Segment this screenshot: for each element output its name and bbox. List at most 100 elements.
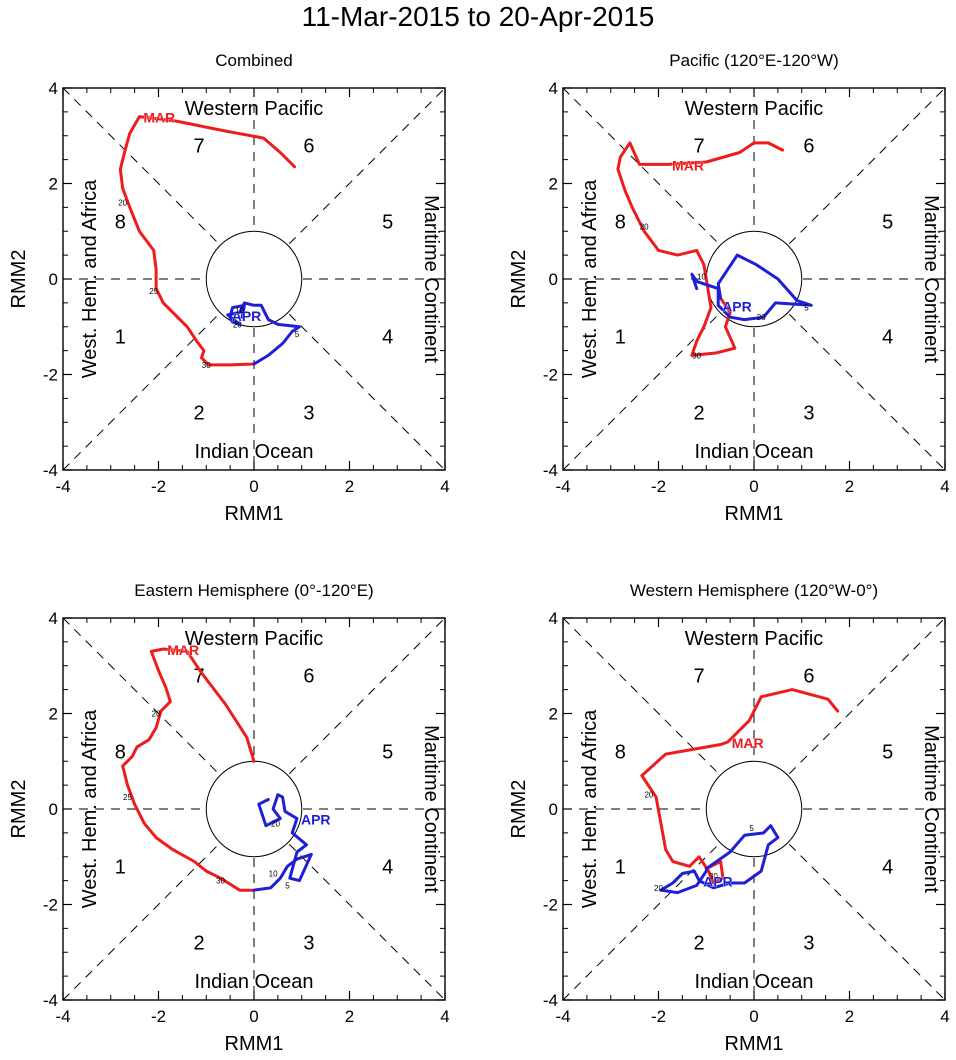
y-tick-label: -2 xyxy=(543,896,558,915)
x-tick-label: 2 xyxy=(845,1007,854,1026)
phase-number-7: 7 xyxy=(194,665,205,687)
phase-number-5: 5 xyxy=(382,212,393,234)
phase-number-8: 8 xyxy=(115,212,126,234)
day-label: 20 xyxy=(654,884,663,893)
trajectory-mar xyxy=(118,115,297,367)
region-label-west-hem-africa: West. Hem. and Africa xyxy=(579,179,601,378)
y-tick-label: -4 xyxy=(43,461,58,480)
month-label-apr: APR xyxy=(301,812,331,828)
trajectory-apr xyxy=(659,824,780,895)
phase-number-6: 6 xyxy=(303,135,314,157)
phase-number-7: 7 xyxy=(194,135,205,157)
phase-number-8: 8 xyxy=(615,742,626,764)
unit-circle xyxy=(205,760,303,858)
region-label-maritime-continent: Maritime Continent xyxy=(420,725,442,893)
y-tick-label: -2 xyxy=(43,366,58,385)
phase-number-4: 4 xyxy=(882,856,893,878)
region-label-maritime-continent: Maritime Continent xyxy=(920,725,942,893)
y-tick-label: -2 xyxy=(43,896,58,915)
phase-number-6: 6 xyxy=(803,665,814,687)
x-tick-label: 2 xyxy=(845,477,854,496)
x-axis-label: RMM1 xyxy=(225,1033,284,1055)
trajectory-mar xyxy=(121,647,256,892)
region-label-maritime-continent: Maritime Continent xyxy=(420,195,442,363)
y-axis-label: RMM2 xyxy=(8,780,30,839)
x-tick-label: 4 xyxy=(940,477,949,496)
panel-title: Pacific (120°E-120°W) xyxy=(669,51,839,70)
phase-number-2: 2 xyxy=(694,403,705,425)
day-label: 20 xyxy=(152,710,161,719)
trajectory-mar xyxy=(640,688,840,885)
figure-title: 11-Mar-2015 to 20-Apr-2015 xyxy=(301,1,655,32)
panel-2: Pacific (120°E-120°W) -4-4 -2 -2 0 0 2 2 4 4 RMM1 R… xyxy=(508,51,950,525)
day-label: 10 xyxy=(235,306,244,315)
region-label-indian-ocean: Indian Ocean xyxy=(195,971,314,993)
day-label: 20 xyxy=(640,222,649,231)
panel-1: Combined -4-4 -2 -2 0 0 2 2 4 4 RMM1 RMM2 Western Pa… xyxy=(8,51,450,525)
y-tick-label: -2 xyxy=(543,366,558,385)
region-label-maritime-continent: Maritime Continent xyxy=(920,195,942,363)
phase-number-6: 6 xyxy=(803,135,814,157)
panel-title: Eastern Hemisphere (0°-120°E) xyxy=(134,581,373,600)
month-label-mar: MAR xyxy=(672,157,704,173)
x-axis-label: RMM1 xyxy=(725,1033,784,1055)
diagonal-line xyxy=(62,87,446,471)
phase-number-6: 6 xyxy=(303,665,314,687)
phase-number-2: 2 xyxy=(194,403,205,425)
region-label-indian-ocean: Indian Ocean xyxy=(695,441,814,463)
x-tick-label: -2 xyxy=(151,1007,166,1026)
x-tick-label: -4 xyxy=(555,1007,570,1026)
y-tick-label: 4 xyxy=(49,79,58,98)
phase-number-4: 4 xyxy=(382,856,393,878)
phase-number-5: 5 xyxy=(882,212,893,234)
x-axis-label: RMM1 xyxy=(725,503,784,525)
phase-number-5: 5 xyxy=(382,742,393,764)
y-axis-label: RMM2 xyxy=(508,250,530,309)
month-label-mar: MAR xyxy=(143,110,175,126)
y-axis-label: RMM2 xyxy=(508,780,530,839)
day-label: 30 xyxy=(692,351,701,360)
x-tick-label: 2 xyxy=(345,1007,354,1026)
region-label-western-pacific: Western Pacific xyxy=(185,98,324,120)
day-label: 10 xyxy=(269,869,278,878)
diagonal-line xyxy=(62,617,446,1001)
y-tick-label: 4 xyxy=(549,79,558,98)
x-tick-label: 4 xyxy=(440,477,449,496)
phase-number-1: 1 xyxy=(615,856,626,878)
day-label: 20 xyxy=(233,320,242,329)
phase-number-3: 3 xyxy=(803,933,814,955)
x-tick-label: 2 xyxy=(345,477,354,496)
month-label-mar: MAR xyxy=(167,642,199,658)
region-label-western-pacific: Western Pacific xyxy=(685,628,824,650)
x-tick-label: 0 xyxy=(749,1007,758,1026)
y-tick-label: -4 xyxy=(43,991,58,1010)
day-label: 5 xyxy=(804,304,809,313)
day-label: 30 xyxy=(709,872,718,881)
y-axis-label: RMM2 xyxy=(8,250,30,309)
x-tick-label: 0 xyxy=(749,477,758,496)
x-tick-label: 4 xyxy=(940,1007,949,1026)
panel-3: Eastern Hemisphere (0°-120°E) -4-4 -2 -2 0 0 2… xyxy=(8,581,450,1055)
day-label: 20 xyxy=(118,199,127,208)
month-label-apr: APR xyxy=(232,308,262,324)
day-label: 25 xyxy=(149,287,158,296)
trajectory-apr xyxy=(226,301,301,366)
day-label: 30 xyxy=(216,877,225,886)
unit-circle xyxy=(705,760,803,858)
y-tick-label: 2 xyxy=(49,175,58,194)
diagonal-line xyxy=(62,617,446,1001)
month-label-apr: APR xyxy=(722,298,752,314)
x-axis-label: RMM1 xyxy=(225,503,284,525)
trajectory-mar xyxy=(616,141,785,357)
x-tick-label: -4 xyxy=(555,477,570,496)
phase-number-4: 4 xyxy=(382,326,393,348)
y-tick-label: 0 xyxy=(49,800,58,819)
day-label: 20 xyxy=(644,791,653,800)
x-tick-label: -2 xyxy=(651,477,666,496)
region-label-western-pacific: Western Pacific xyxy=(685,98,824,120)
day-label: 10 xyxy=(697,273,706,282)
month-label-mar: MAR xyxy=(732,735,764,751)
y-tick-label: 4 xyxy=(49,609,58,628)
y-tick-label: 2 xyxy=(549,175,558,194)
